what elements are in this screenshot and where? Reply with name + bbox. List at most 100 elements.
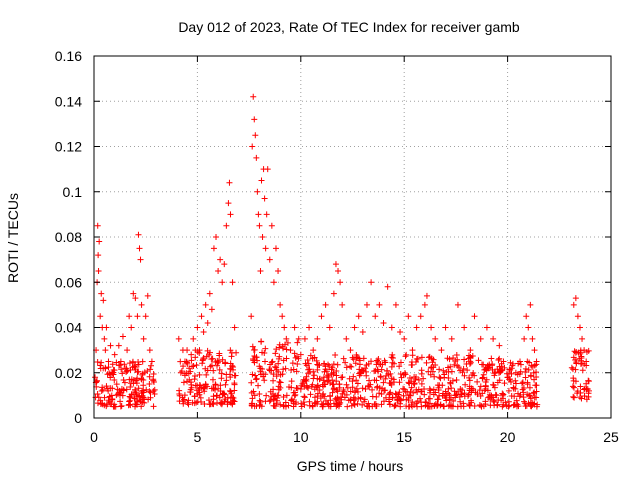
- data-point: [98, 290, 105, 297]
- data-point: [424, 403, 431, 410]
- data-point: [256, 391, 263, 398]
- data-point: [422, 398, 429, 405]
- data-point: [388, 363, 395, 370]
- data-point: [417, 395, 424, 402]
- data-point: [223, 222, 230, 229]
- data-point: [191, 376, 198, 383]
- data-point: [525, 366, 532, 373]
- data-point: [531, 394, 538, 401]
- data-point: [387, 401, 394, 408]
- data-point: [365, 360, 372, 367]
- data-point: [583, 358, 590, 365]
- y-tick-label: 0.06: [55, 274, 82, 290]
- data-point: [522, 403, 529, 410]
- data-point: [581, 393, 588, 400]
- data-point: [329, 364, 336, 371]
- data-point: [382, 394, 389, 401]
- data-point: [277, 371, 284, 378]
- data-point: [389, 359, 396, 366]
- data-point: [227, 347, 234, 354]
- data-point: [440, 367, 447, 374]
- data-point: [282, 365, 289, 372]
- data-point: [109, 361, 116, 368]
- data-point: [272, 245, 279, 252]
- data-point: [527, 395, 534, 402]
- data-point: [397, 370, 404, 377]
- data-point: [506, 402, 513, 409]
- data-point: [413, 400, 420, 407]
- data-point: [470, 386, 477, 393]
- data-point: [519, 380, 526, 387]
- data-point: [316, 375, 323, 382]
- data-point: [138, 376, 145, 383]
- data-point: [273, 373, 280, 380]
- data-point: [100, 297, 107, 304]
- data-point: [266, 366, 273, 373]
- data-point: [295, 335, 302, 342]
- data-point: [522, 365, 529, 372]
- data-point: [203, 371, 210, 378]
- data-point: [200, 355, 207, 362]
- data-point: [143, 386, 150, 393]
- data-point: [378, 366, 385, 373]
- data-point: [353, 377, 360, 384]
- data-point: [417, 313, 424, 320]
- data-point: [307, 391, 314, 398]
- data-point: [116, 387, 123, 394]
- data-point: [267, 397, 274, 404]
- data-point: [439, 382, 446, 389]
- data-point: [409, 398, 416, 405]
- data-point: [397, 400, 404, 407]
- data-point: [348, 363, 355, 370]
- data-point: [490, 397, 497, 404]
- data-point: [321, 360, 328, 367]
- data-point: [298, 382, 305, 389]
- y-tick-label: 0.1: [63, 184, 83, 200]
- data-point: [464, 367, 471, 374]
- data-point: [193, 362, 200, 369]
- data-point: [210, 367, 217, 374]
- data-point: [105, 364, 112, 371]
- data-point: [201, 400, 208, 407]
- data-point: [146, 381, 153, 388]
- data-point: [231, 324, 238, 331]
- data-point: [292, 401, 299, 408]
- data-point: [249, 371, 256, 378]
- data-point: [204, 367, 211, 374]
- data-point: [185, 397, 192, 404]
- data-point: [570, 384, 577, 391]
- data-point: [461, 356, 468, 363]
- data-point: [327, 397, 334, 404]
- data-point: [466, 383, 473, 390]
- data-point: [350, 373, 357, 380]
- data-point: [132, 389, 139, 396]
- data-point: [482, 366, 489, 373]
- data-point: [196, 391, 203, 398]
- data-point: [113, 381, 120, 388]
- data-point: [255, 211, 262, 218]
- data-point: [283, 355, 290, 362]
- data-point: [379, 361, 386, 368]
- data-point: [144, 292, 151, 299]
- data-point: [311, 386, 318, 393]
- x-tick-label: 20: [500, 429, 516, 445]
- data-point: [176, 390, 183, 397]
- data-point: [264, 166, 271, 173]
- data-point: [392, 390, 399, 397]
- data-point: [517, 361, 524, 368]
- data-point: [466, 360, 473, 367]
- data-point: [132, 400, 139, 407]
- data-point: [314, 366, 321, 373]
- data-point: [482, 386, 489, 393]
- data-point: [280, 394, 287, 401]
- data-point: [354, 380, 361, 387]
- data-point: [270, 279, 277, 286]
- data-point: [420, 375, 427, 382]
- data-point: [250, 93, 257, 100]
- data-point: [577, 350, 584, 357]
- data-point: [428, 355, 435, 362]
- data-point: [95, 267, 102, 274]
- data-point: [202, 381, 209, 388]
- data-point: [333, 378, 340, 385]
- data-point: [210, 245, 217, 252]
